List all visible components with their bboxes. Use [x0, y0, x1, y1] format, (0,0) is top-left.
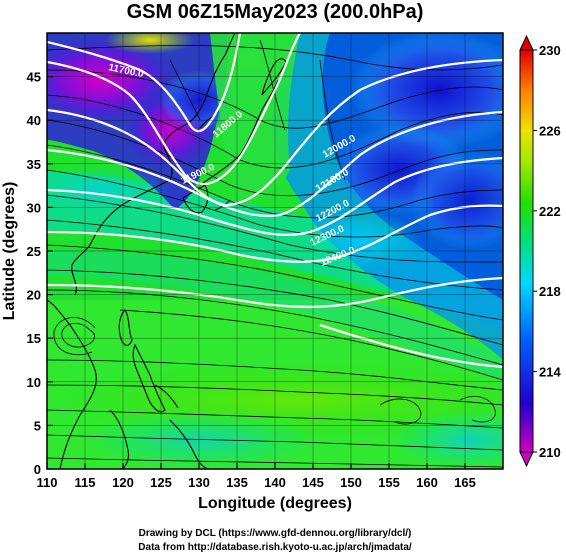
colorbar: 230 226 222 218 214 210 [519, 34, 561, 468]
x-tick-label: 110 [37, 475, 58, 490]
colorbar-tick-label: 218 [539, 284, 561, 299]
x-tick-label: 140 [264, 475, 286, 490]
x-axis-label: Longitude (degrees) [198, 495, 352, 512]
y-tick-label: 20 [27, 288, 41, 303]
x-axis-ticks: 110 115 120 125 130 135 140 145 150 155 160 165 [37, 463, 476, 490]
credit-drawing: Drawing by DCL (https://www.gfd-dennou.o… [139, 528, 412, 539]
y-tick-label: 45 [27, 70, 41, 85]
x-tick-label: 160 [416, 475, 438, 490]
colorbar-top-arrow [519, 34, 534, 51]
x-tick-label: 165 [454, 475, 476, 490]
colorbar-tick-label: 222 [539, 204, 561, 219]
y-axis-label: Latitude (degrees) [1, 182, 18, 321]
grid-lines [47, 33, 503, 469]
colorbar-tick-label: 210 [539, 445, 561, 460]
y-tick-label: 15 [27, 331, 41, 346]
y-tick-label: 40 [27, 113, 41, 128]
x-tick-label: 115 [75, 475, 96, 490]
y-tick-label: 5 [34, 418, 41, 433]
colorbar-tick-label: 226 [539, 123, 561, 138]
map-title: GSM 06Z15May2023 (200.0hPa) [127, 1, 424, 23]
y-axis-ticks: 0 5 10 15 20 25 30 35 40 45 [27, 70, 53, 477]
colorbar-tick-label: 214 [539, 365, 561, 380]
y-tick-label: 30 [27, 200, 41, 215]
y-tick-label: 0 [34, 462, 41, 477]
x-tick-label: 155 [378, 475, 400, 490]
x-tick-label: 145 [302, 475, 324, 490]
x-tick-label: 150 [340, 475, 362, 490]
credit-data: Data from http://database.rish.kyoto-u.a… [138, 542, 412, 553]
y-tick-label: 25 [27, 244, 41, 259]
colorbar-bottom-arrow [519, 451, 534, 468]
x-tick-label: 130 [188, 475, 210, 490]
colorbar-scale [519, 49, 534, 453]
y-tick-label: 10 [27, 375, 41, 390]
temperature-field [47, 33, 503, 469]
x-tick-label: 120 [112, 475, 134, 490]
colorbar-tick-label: 230 [539, 43, 561, 58]
x-tick-label: 125 [150, 475, 172, 490]
streamlines [47, 39, 503, 468]
y-tick-label: 35 [27, 157, 41, 172]
x-tick-label: 135 [226, 475, 248, 490]
